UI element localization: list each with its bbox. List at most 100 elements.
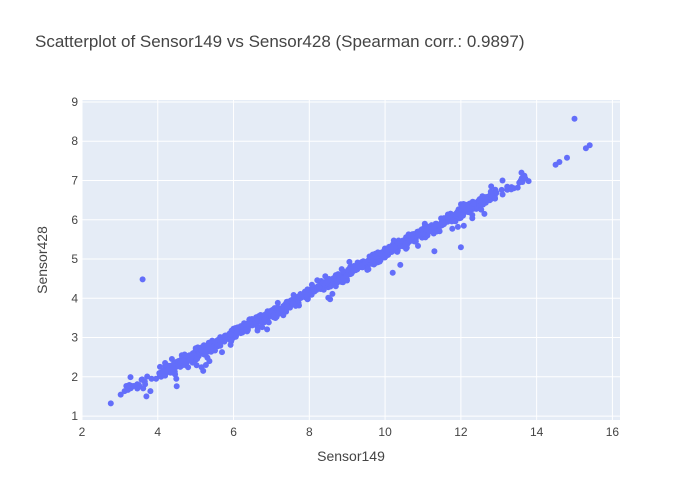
scatter-point — [481, 210, 488, 217]
scatter-point — [234, 324, 241, 331]
y-tick-label: 2 — [71, 370, 78, 384]
scatter-point — [556, 159, 563, 165]
y-axis-title: Sensor428 — [34, 226, 50, 294]
y-tick-label: 1 — [71, 409, 78, 423]
scatter-point — [295, 294, 302, 301]
scatter-point — [284, 303, 290, 310]
scatter-point — [518, 169, 525, 176]
scatter-point — [192, 345, 199, 352]
scatter-point — [221, 334, 228, 341]
grid-lines — [81, 100, 620, 420]
x-tick-label: 6 — [230, 425, 237, 439]
scatter-point — [187, 357, 194, 364]
scatter-point — [470, 200, 477, 207]
scatter-point — [430, 224, 437, 231]
y-tick-label: 8 — [71, 134, 78, 148]
scatter-point — [488, 183, 495, 190]
scatter-point — [482, 194, 489, 201]
scatter-point — [206, 343, 213, 350]
scatter-point — [274, 311, 281, 318]
scatter-point — [212, 338, 218, 345]
x-tick-label: 16 — [606, 425, 620, 439]
scatter-point — [499, 177, 506, 184]
y-tick-label: 5 — [71, 252, 78, 266]
scatter-point — [340, 268, 346, 275]
x-tick-label: 10 — [378, 425, 392, 439]
scatter-point — [460, 222, 467, 229]
scatter-point — [173, 383, 180, 390]
scatter-point — [449, 217, 456, 224]
scatter-point — [198, 347, 205, 354]
scatter-point — [227, 331, 234, 338]
scatter-point — [267, 308, 274, 315]
scatter-point — [383, 247, 390, 254]
scatter-point — [498, 186, 505, 193]
scatter-point — [517, 177, 524, 184]
scatter-point — [358, 262, 365, 269]
scatter-point — [143, 393, 150, 400]
scatter-point — [182, 359, 189, 366]
scatter-point — [389, 269, 396, 276]
scatter-point — [311, 288, 318, 295]
scatter-point — [169, 365, 176, 371]
scatter-point — [200, 367, 207, 374]
scatter-point — [477, 202, 484, 209]
x-tick-label: 8 — [306, 425, 313, 439]
scatter-point — [457, 244, 464, 251]
scatter-point — [127, 374, 134, 381]
scatter-point — [107, 400, 114, 407]
scatter-point — [314, 277, 321, 284]
scatter-point — [204, 354, 211, 361]
scatter-point — [241, 320, 248, 327]
scatter-point — [249, 316, 255, 322]
scatter-point — [261, 316, 268, 323]
x-axis-ticks: 2 4 6 8 10 12 14 16 — [79, 425, 620, 439]
scatter-point — [397, 261, 404, 268]
chart-title: Scatterplot of Sensor149 vs Sensor428 (S… — [35, 32, 525, 51]
scatter-point — [162, 362, 169, 368]
scatter-point — [233, 329, 240, 336]
scatter-point — [454, 223, 461, 230]
scatter-point — [436, 221, 443, 228]
y-tick-label: 9 — [71, 95, 78, 109]
scatter-point — [139, 276, 146, 283]
scatter-point — [409, 234, 415, 241]
scatter-point — [343, 272, 350, 279]
y-tick-label: 7 — [71, 173, 78, 187]
scatter-point — [316, 284, 323, 291]
scatter-point — [153, 375, 160, 382]
scatter-point — [564, 154, 570, 161]
scatter-point — [173, 375, 180, 382]
scatter-point — [324, 279, 331, 286]
scatter-point — [586, 142, 593, 149]
scatter-point — [261, 312, 268, 318]
scatter-point — [325, 294, 332, 301]
scatter-point — [369, 258, 376, 265]
scatter-point — [117, 391, 124, 398]
data-points — [107, 115, 593, 407]
scatter-point — [264, 326, 271, 333]
scatter-point — [449, 225, 456, 232]
y-axis-ticks: 1 2 3 4 5 6 7 8 9 — [71, 95, 78, 423]
scatter-point — [138, 376, 145, 383]
scatter-point — [365, 266, 372, 273]
scatter-point — [147, 388, 154, 395]
scatter-point — [348, 270, 355, 276]
x-tick-label: 2 — [79, 425, 86, 439]
scatter-point — [522, 175, 529, 182]
x-tick-label: 4 — [154, 425, 161, 439]
scatter-point — [274, 304, 281, 311]
scatter-point — [283, 298, 290, 305]
scatter-point — [244, 328, 251, 335]
scatter-point — [304, 292, 310, 299]
scatter-point — [304, 286, 311, 293]
scatter-point — [402, 240, 409, 247]
scatter-point — [228, 336, 235, 343]
scatter-point — [216, 337, 223, 344]
scatter-point — [514, 184, 521, 191]
scatter-point — [376, 258, 383, 265]
scatter-point — [335, 272, 342, 278]
scatter-point — [478, 206, 485, 213]
scatter-point — [290, 300, 297, 307]
